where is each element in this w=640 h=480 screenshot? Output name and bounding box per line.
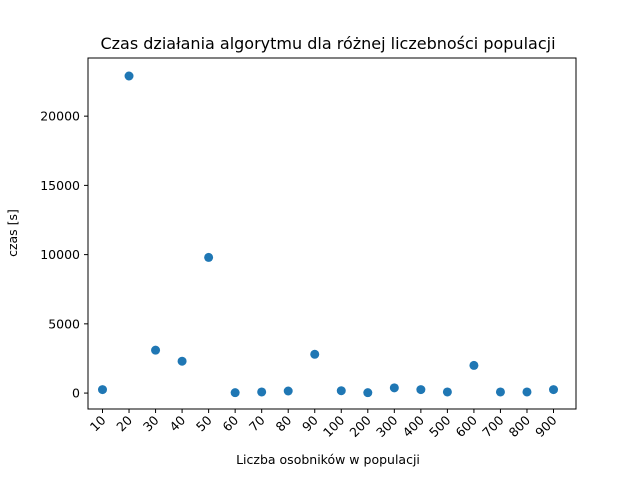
x-tick-label: 70 [246,412,268,434]
x-tick-label: 20 [113,412,135,434]
data-point [336,386,346,396]
x-tick-label: 10 [87,412,109,434]
x-axis: 10 20 30 40 50 60 70 80 90 100 200 300 400 500 600 700 8… [87,409,560,440]
x-tick-label: 200 [346,412,374,440]
x-tick-label: 400 [400,412,428,440]
data-point [257,387,267,397]
data-point [204,252,214,262]
data-point [230,388,240,398]
data-point [442,387,452,397]
x-tick-label: 900 [532,412,560,440]
data-point [389,383,399,393]
data-point [469,360,479,370]
data-point [177,356,187,366]
x-tick-label: 600 [453,412,481,440]
data-points [98,71,559,398]
x-tick-label: 800 [506,412,534,440]
data-point [416,385,426,395]
data-point [283,386,293,396]
x-tick-label: 100 [320,412,348,440]
x-tick-label: 60 [219,412,241,434]
x-tick-label: 300 [373,412,401,440]
data-point [98,385,107,395]
x-tick-label: 500 [426,412,454,440]
x-axis-label: Liczba osobników w populacji [236,452,420,467]
data-point [495,387,505,397]
data-point [363,388,373,398]
data-point [151,345,161,355]
y-axis: 0 5000 10000 15000 20000 [40,109,88,401]
data-point [549,385,559,395]
data-point [124,71,134,81]
y-tick-label: 5000 [48,316,80,331]
plot-frame [87,57,577,410]
x-tick-label: 700 [479,412,507,440]
y-tick-label: 20000 [40,109,80,124]
y-tick-label: 15000 [40,178,80,193]
x-tick-label: 50 [193,412,215,434]
data-point [522,387,532,397]
chart-title: Czas działania algorytmu dla różnej licz… [100,34,555,53]
x-tick-label: 30 [140,412,162,434]
x-tick-label: 90 [299,412,321,434]
y-tick-label: 10000 [40,247,80,262]
y-axis-label: czas [s] [5,209,20,257]
x-tick-label: 80 [272,412,294,434]
data-point [310,349,320,359]
x-tick-label: 40 [166,412,188,434]
y-tick-label: 0 [72,386,80,401]
